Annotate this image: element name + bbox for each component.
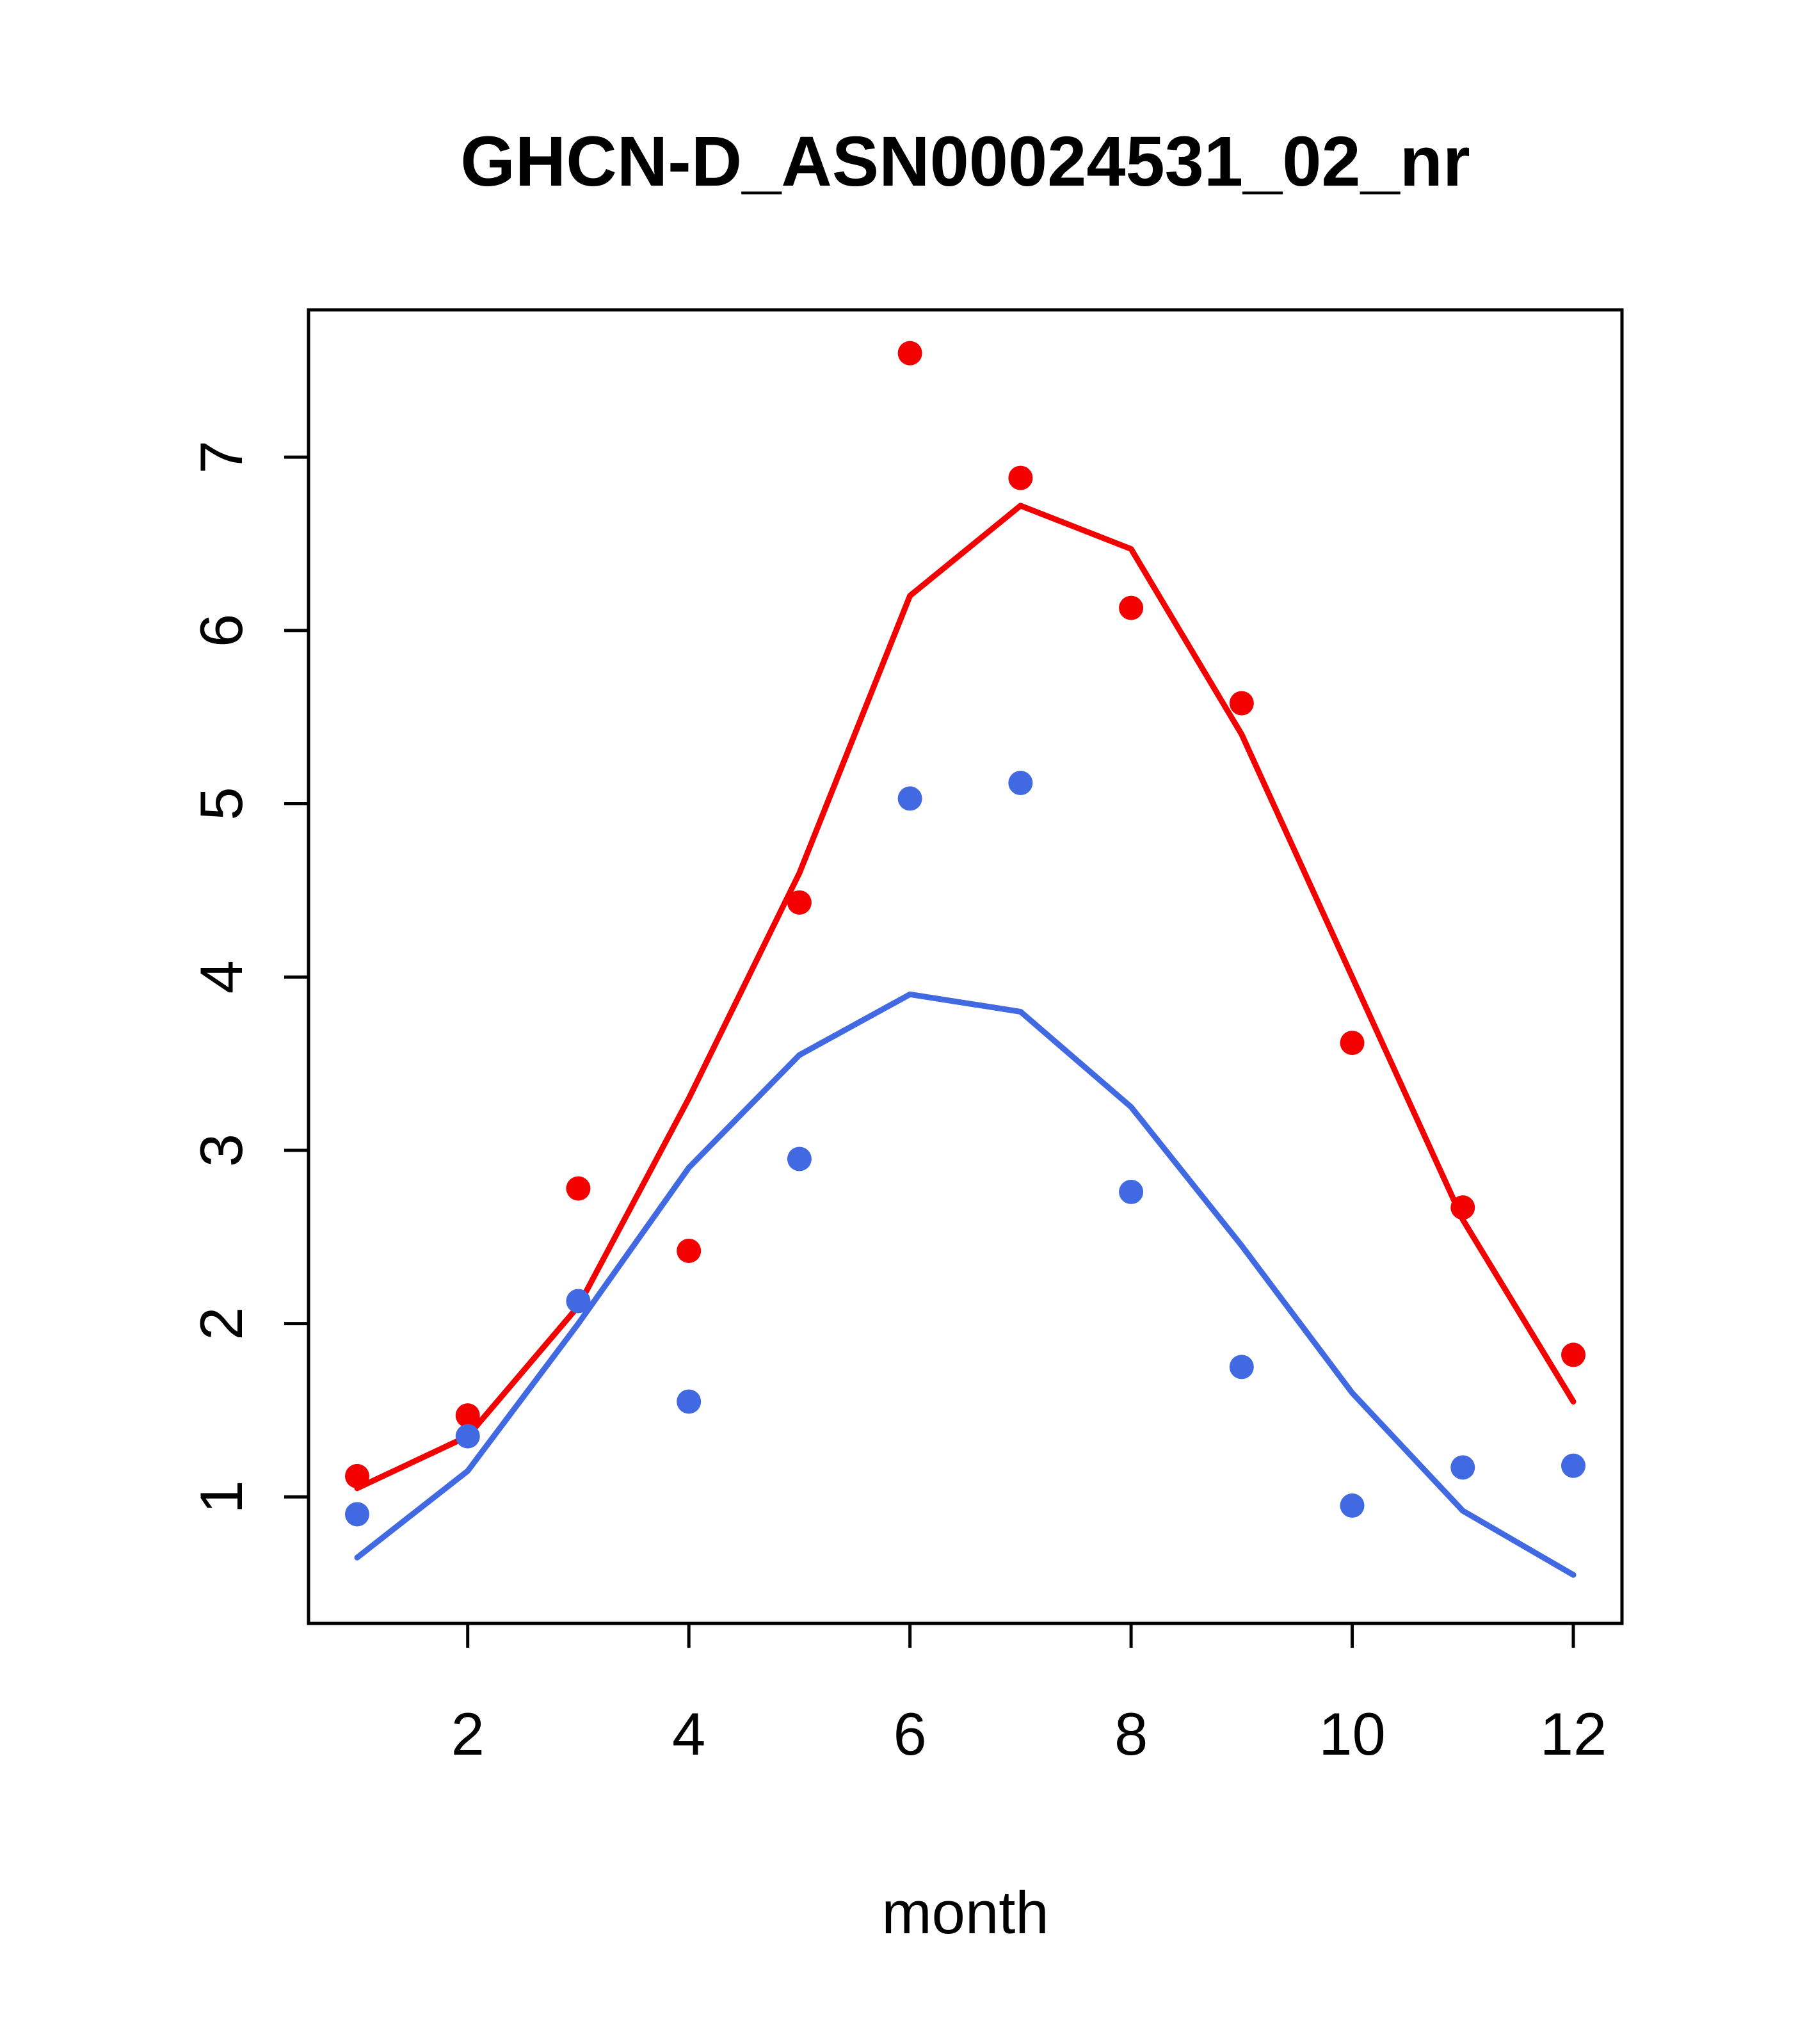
- point-blue-points: [897, 786, 922, 811]
- point-blue-points: [677, 1389, 702, 1414]
- y-tick-label: 1: [188, 1480, 255, 1513]
- x-tick-label: 6: [893, 1700, 926, 1767]
- point-blue-points: [455, 1424, 480, 1449]
- y-tick-label: 4: [188, 960, 255, 994]
- point-red-points: [897, 341, 922, 366]
- point-red-points: [455, 1403, 480, 1428]
- point-blue-points: [1119, 1179, 1144, 1204]
- point-blue-points: [1229, 1355, 1254, 1380]
- point-red-points: [677, 1238, 702, 1263]
- point-red-points: [1229, 691, 1254, 716]
- point-blue-points: [1340, 1493, 1365, 1518]
- x-axis-label: month: [881, 1879, 1048, 1946]
- point-blue-points: [566, 1289, 591, 1314]
- chart-title: GHCN-D_ASN00024531_02_nr: [460, 122, 1470, 201]
- point-red-points: [1008, 465, 1033, 490]
- point-red-points: [1561, 1342, 1585, 1367]
- x-tick-label: 8: [1114, 1700, 1148, 1767]
- y-tick-label: 2: [188, 1307, 255, 1340]
- point-red-points: [345, 1463, 369, 1488]
- point-blue-points: [1008, 771, 1033, 796]
- point-red-points: [787, 890, 812, 915]
- point-blue-points: [1450, 1455, 1475, 1480]
- series-blue-line: [354, 991, 1577, 1578]
- point-blue-points: [1561, 1453, 1585, 1478]
- y-tick-label: 6: [188, 614, 255, 647]
- point-blue-points: [345, 1502, 369, 1527]
- point-red-points: [1340, 1031, 1365, 1056]
- point-red-points: [1119, 595, 1144, 620]
- x-tick-label: 10: [1319, 1700, 1386, 1767]
- point-blue-points: [787, 1147, 812, 1171]
- y-tick-label: 5: [188, 787, 255, 820]
- x-tick-label: 12: [1540, 1700, 1607, 1767]
- y-tick-label: 3: [188, 1134, 255, 1167]
- point-red-points: [1450, 1195, 1475, 1220]
- plot-box: [307, 308, 1624, 1625]
- x-tick-label: 4: [672, 1700, 705, 1767]
- point-red-points: [566, 1176, 591, 1201]
- x-tick-label: 2: [451, 1700, 485, 1767]
- y-tick-label: 7: [188, 440, 255, 474]
- series-red-line: [354, 503, 1577, 1492]
